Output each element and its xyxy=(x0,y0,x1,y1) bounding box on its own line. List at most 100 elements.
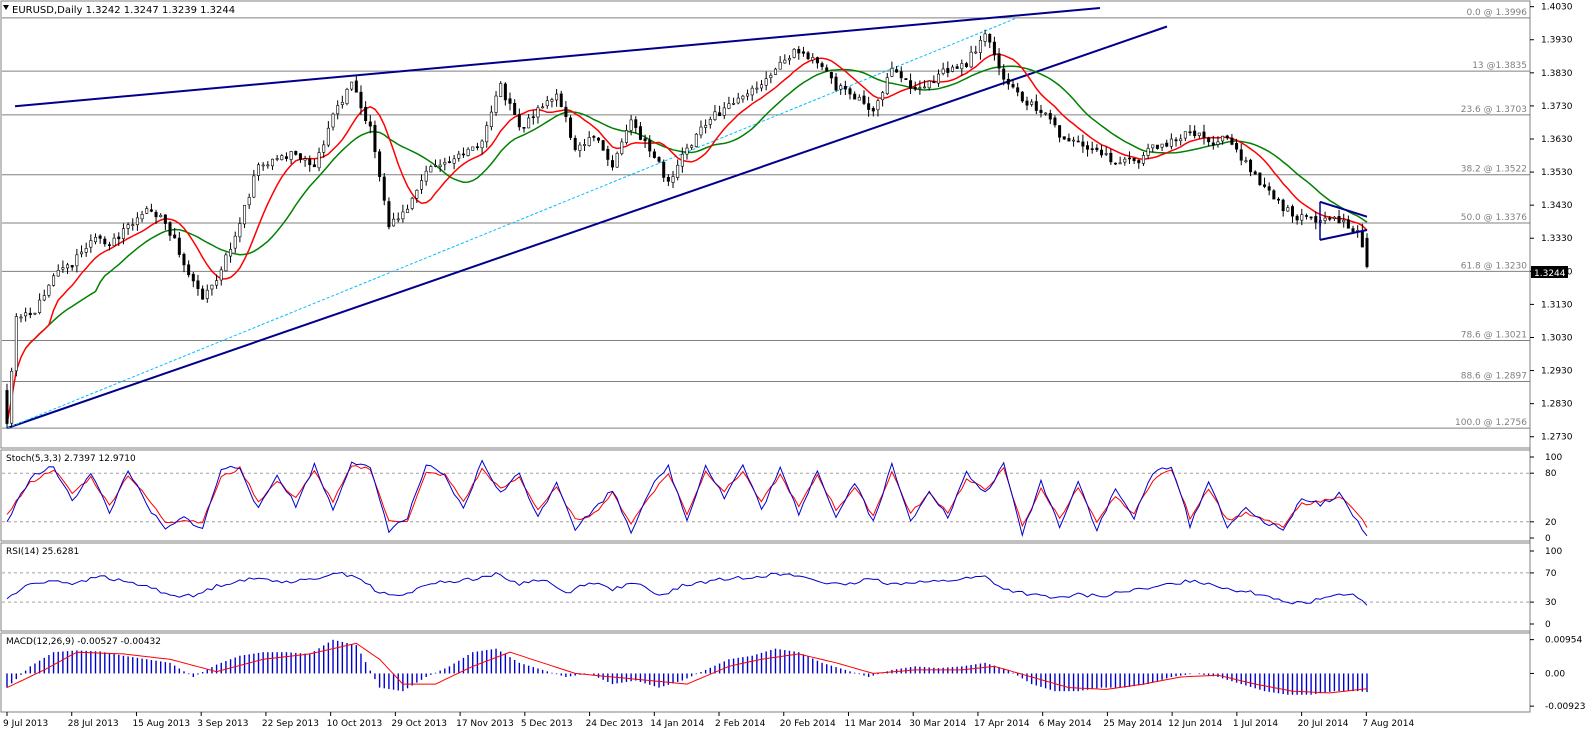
candle-body xyxy=(1258,172,1262,186)
upper-trendline[interactable] xyxy=(14,6,1101,108)
candle-body xyxy=(429,166,433,173)
candle-body xyxy=(797,48,801,54)
candle-body xyxy=(1123,158,1127,163)
candle-body xyxy=(447,161,451,163)
candle-body xyxy=(583,144,587,146)
candle-body xyxy=(38,299,42,313)
candle-body xyxy=(638,126,642,140)
candle-body xyxy=(424,170,428,182)
candle-body xyxy=(121,228,125,239)
stoch-main-line xyxy=(6,459,1368,538)
candle-body xyxy=(978,40,982,53)
triangle-pattern[interactable] xyxy=(1319,200,1368,241)
lower-trendline[interactable] xyxy=(6,25,1168,430)
candle-body xyxy=(1141,155,1145,164)
macd-signal-line xyxy=(6,642,1368,694)
candle-body xyxy=(1295,215,1299,221)
candle-body xyxy=(28,312,32,316)
candle-body xyxy=(145,208,149,214)
candle-body xyxy=(890,67,894,77)
candle-body xyxy=(433,165,437,167)
candle-body xyxy=(960,63,964,70)
candle-body xyxy=(1332,216,1336,219)
triangle-upper-line[interactable] xyxy=(1319,200,1368,218)
candle-body xyxy=(5,390,9,424)
stoch-title: Stoch(5,3,3) 2.7397 12.9710 xyxy=(6,454,136,464)
candle-body xyxy=(378,151,382,177)
candle-body xyxy=(75,254,79,267)
candle-body xyxy=(182,253,186,266)
candle-body xyxy=(270,158,274,167)
candle-body xyxy=(699,126,703,136)
candle-body xyxy=(1165,142,1169,147)
candle-body xyxy=(569,117,573,138)
candle-body xyxy=(33,312,37,315)
candle-body xyxy=(140,214,144,220)
price-tick-label: 1.3030 xyxy=(1541,333,1573,343)
current-price-badge: 1.3244 xyxy=(1531,266,1568,279)
price-tick-label: 1.2930 xyxy=(1541,367,1573,377)
time-tick-label: 20 Feb 2014 xyxy=(780,719,836,729)
candle-body xyxy=(1086,145,1090,150)
candle-body xyxy=(1030,101,1034,105)
candle-body xyxy=(1132,157,1136,162)
candle-body xyxy=(857,96,861,101)
fib-level-label: 78.6 @ 1.3021 xyxy=(1461,330,1527,340)
price-tick-label: 1.3430 xyxy=(1541,201,1573,211)
candle-body xyxy=(1048,113,1052,120)
time-axis: 9 Jul 2013 28 Jul 2013 15 Aug 2013 3 Sep 20… xyxy=(3,712,1415,729)
candle-body xyxy=(750,87,754,96)
candle-body xyxy=(154,211,158,218)
candle-body xyxy=(1337,216,1341,224)
candle-body xyxy=(1342,219,1346,223)
candle-body xyxy=(354,80,358,93)
candle-body xyxy=(382,176,386,201)
candle-body xyxy=(364,106,368,121)
candle-body xyxy=(480,140,484,149)
candle-body xyxy=(298,153,302,160)
candle-body xyxy=(1244,160,1248,162)
candle-body xyxy=(815,57,819,64)
candle-body xyxy=(257,164,261,176)
candle-body xyxy=(997,53,1001,69)
candle-body xyxy=(252,175,256,198)
candle-body xyxy=(969,51,973,68)
triangle-lower-line[interactable] xyxy=(1319,228,1368,241)
candle-body xyxy=(1225,135,1229,139)
candle-body xyxy=(1221,135,1225,142)
candle-body xyxy=(853,93,857,100)
candle-body xyxy=(438,164,442,167)
candle-body xyxy=(420,180,424,190)
candle-body xyxy=(988,33,992,43)
candle-body xyxy=(657,157,661,162)
candle-body xyxy=(1011,84,1015,88)
fibonacci-retracement[interactable]: 0.0 @ 1.3996 13 @1.3835 23.6 @ 1.3703 38.2 … xyxy=(2,8,1530,429)
rsi-title: RSI(14) 25.6281 xyxy=(6,547,79,557)
price-tick-label: 1.3130 xyxy=(1541,300,1573,310)
candle-body xyxy=(247,197,251,206)
stochastic-panel: Stoch(5,3,3) 2.7397 12.9710 100 80 20 0 xyxy=(2,453,1562,544)
candle-body xyxy=(783,59,787,64)
axis-tick-label: 0 xyxy=(1545,620,1551,630)
candle-body xyxy=(168,222,172,236)
candle-body xyxy=(1039,109,1043,113)
candle-body xyxy=(983,33,987,42)
time-tick-label: 25 May 2014 xyxy=(1103,719,1162,729)
candle-body xyxy=(694,133,698,147)
candle-body xyxy=(545,100,549,107)
candle-body xyxy=(107,244,111,246)
candle-body xyxy=(461,153,465,156)
candle-body xyxy=(1002,68,1006,80)
dashed-channel-line[interactable] xyxy=(6,17,1018,429)
symbol-dropdown-icon[interactable] xyxy=(3,5,9,10)
current-price-badge-text: 1.3244 xyxy=(1534,269,1566,279)
fib-level-label: 38.2 @ 1.3522 xyxy=(1461,165,1527,175)
candle-body xyxy=(10,370,14,424)
trendlines[interactable] xyxy=(6,6,1168,430)
candle-body xyxy=(955,66,959,69)
candle-body xyxy=(722,107,726,116)
candle-body xyxy=(173,234,177,239)
